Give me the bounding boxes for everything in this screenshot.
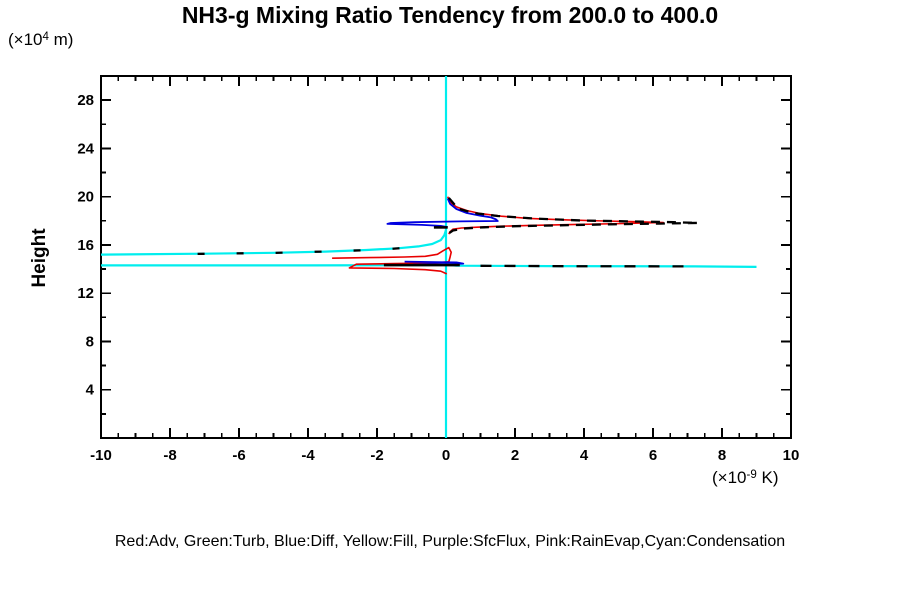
x-tick-label: 10 xyxy=(783,447,800,464)
x-units-exponent: -9 xyxy=(746,468,757,481)
y-tick-label: 12 xyxy=(77,285,94,302)
series-condensation-upper-branch xyxy=(100,229,448,256)
y-tick-label: 4 xyxy=(86,382,95,399)
y-tick-label: 8 xyxy=(86,333,94,350)
x-tick-label: -10 xyxy=(90,447,112,464)
x-units-suffix: K) xyxy=(756,468,779,487)
x-units-base: (×10 xyxy=(712,468,747,487)
y-tick-label: 24 xyxy=(77,140,94,157)
x-tick-label: 6 xyxy=(649,447,657,464)
x-tick-label: 0 xyxy=(442,447,450,464)
x-tick-label: -4 xyxy=(301,447,315,464)
series-legend: Red:Adv, Green:Turb, Blue:Diff, Yellow:F… xyxy=(114,533,786,550)
page-title: NH3-g Mixing Ratio Tendency from 200.0 t… xyxy=(181,2,719,28)
y-units-exponent: 4 xyxy=(42,30,49,43)
x-tick-label: 2 xyxy=(511,447,519,464)
series-net-dashed-condensation-lower xyxy=(480,264,695,268)
series-net-dashed-upper-peak xyxy=(447,197,700,234)
x-tick-label: 4 xyxy=(580,447,589,464)
x-tick-label: 8 xyxy=(718,447,726,464)
series-adv-lower-peak xyxy=(332,246,453,275)
y-units-suffix: m) xyxy=(48,30,74,49)
x-tick-label: -2 xyxy=(370,447,383,464)
x-tick-label: -6 xyxy=(232,447,245,464)
y-tick-label: 16 xyxy=(77,237,94,254)
y-tick-label: 20 xyxy=(77,189,94,206)
y-axis-units: (×104 m) xyxy=(8,30,73,50)
y-units-base: (×10 xyxy=(8,30,43,49)
x-axis-units: (×10-9 K) xyxy=(712,468,779,488)
y-tick-label: 28 xyxy=(77,92,94,109)
x-tick-label: -8 xyxy=(163,447,176,464)
